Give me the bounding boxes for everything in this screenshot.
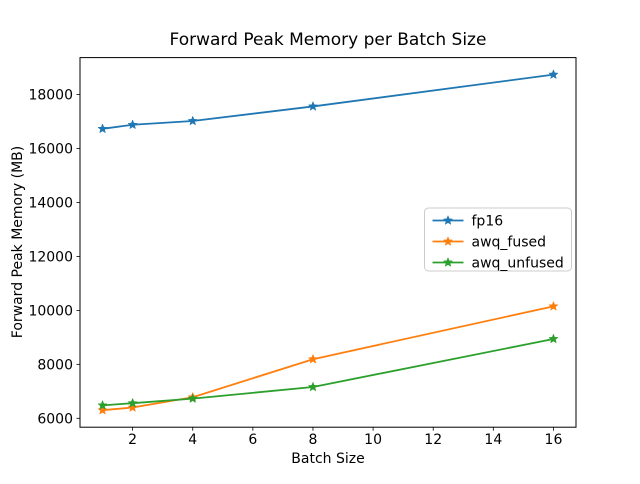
y-tick-label: 8000: [37, 357, 73, 373]
marker-star-icon: [307, 100, 319, 111]
x-tick-label: 4: [188, 432, 197, 448]
plot-frame: [79, 57, 577, 428]
y-axis-label: Forward Peak Memory (MB): [10, 146, 26, 338]
x-tick-label: 10: [364, 432, 382, 448]
x-tick-label: 8: [309, 432, 318, 448]
y-tick-label: 16000: [28, 142, 73, 158]
y-tick-label: 12000: [28, 249, 73, 265]
marker-star-icon: [548, 300, 559, 311]
legend-marker-star-icon: [442, 215, 454, 225]
marker-star-icon: [187, 115, 198, 126]
series-line-awq_unfused: [101, 338, 555, 407]
x-tick-label: 6: [248, 432, 257, 448]
series-line-fp16: [101, 73, 555, 130]
x-axis-label: Batch Size: [291, 451, 364, 467]
marker-star-icon: [97, 399, 108, 410]
x-tick-label: 14: [484, 432, 502, 448]
legend-label-awq_fused: awq_fused: [472, 235, 547, 251]
marker-star-icon: [548, 69, 559, 80]
legend-frame: [424, 207, 572, 272]
marker-star-icon: [127, 402, 138, 412]
legend-label-awq_unfused: awq_unfused: [472, 256, 564, 272]
marker-star-icon: [187, 393, 198, 404]
marker-star-icon: [548, 333, 559, 344]
legend-marker-star-icon: [442, 257, 454, 267]
marker-star-icon: [127, 119, 138, 130]
chart-title: Forward Peak Memory per Batch Size: [170, 30, 487, 50]
marker-star-icon: [307, 381, 319, 392]
marker-star-icon: [127, 397, 138, 408]
plot-area: 2 4 6 8 10 12 14 16 6000 8000 10000 12000 14000 16000…: [28, 57, 577, 448]
marker-star-icon: [97, 123, 108, 134]
y-tick-label: 6000: [37, 411, 73, 427]
y-tick-label: 14000: [28, 195, 73, 211]
marker-star-icon: [307, 353, 319, 364]
marker-star-icon: [97, 404, 108, 415]
y-tick-label: 10000: [28, 303, 73, 319]
legend-label-fp16: fp16: [472, 214, 504, 230]
y-tick-label: 18000: [28, 88, 73, 104]
series-line-awq_fused: [101, 305, 555, 412]
legend-marker-star-icon: [442, 236, 454, 246]
x-tick-label: 16: [545, 432, 563, 448]
x-tick-label: 2: [128, 432, 137, 448]
legend: fp16 awq_fused awq_unfused: [424, 207, 572, 272]
x-tick-label: 12: [424, 432, 442, 448]
